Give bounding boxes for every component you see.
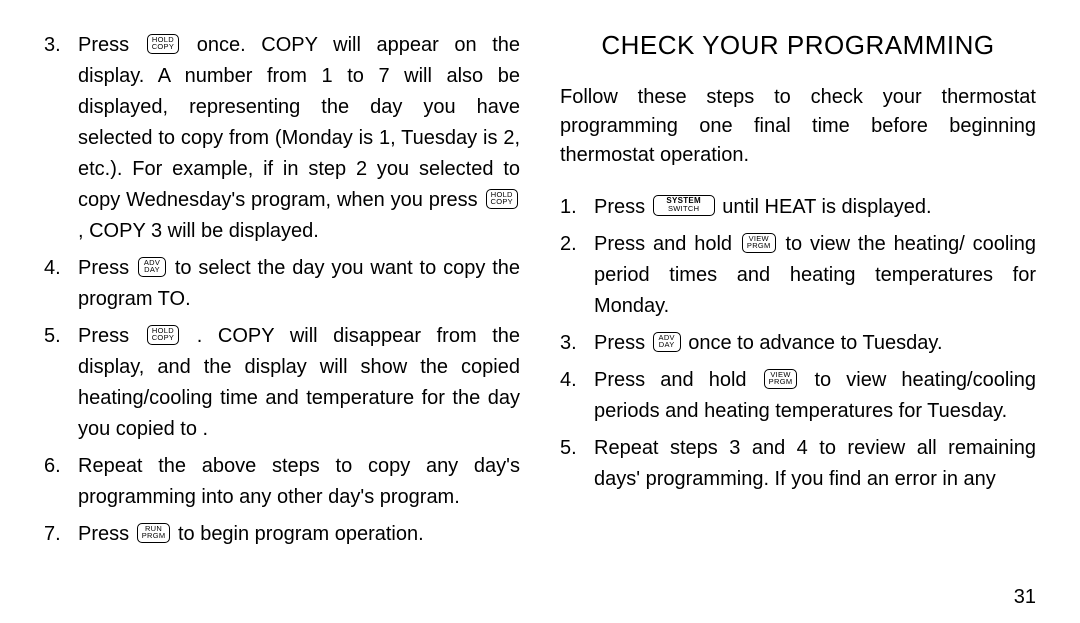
section-intro: Follow these steps to check your thermos… bbox=[560, 83, 1036, 170]
right-step-2: 2. Press and hold VIEW PRGM to view the … bbox=[560, 229, 1036, 322]
step-body: Press and hold VIEW PRGM to view the hea… bbox=[594, 229, 1036, 322]
hold-copy-button-icon: HOLD COPY bbox=[147, 34, 179, 54]
step-text: once. COPY will appear on the display. A… bbox=[78, 34, 520, 211]
button-line2: COPY bbox=[152, 43, 174, 51]
step-text: until HEAT is displayed. bbox=[722, 196, 931, 218]
step-number: 3. bbox=[560, 328, 594, 359]
view-prgm-button-icon: VIEW PRGM bbox=[764, 369, 798, 389]
step-number: 6. bbox=[44, 451, 78, 513]
left-step-5: 5. Press HOLD COPY . COPY will disappear… bbox=[44, 321, 520, 445]
button-line2: COPY bbox=[491, 198, 513, 206]
button-line2: DAY bbox=[144, 266, 160, 274]
step-body: Press ADV DAY to select the day you want… bbox=[78, 253, 520, 315]
step-body: Press ADV DAY once to advance to Tuesday… bbox=[594, 328, 1036, 359]
manual-page: 3. Press HOLD COPY once. COPY will appea… bbox=[0, 0, 1080, 623]
right-step-4: 4. Press and hold VIEW PRGM to view heat… bbox=[560, 365, 1036, 427]
left-step-4: 4. Press ADV DAY to select the day you w… bbox=[44, 253, 520, 315]
step-text: to begin program operation. bbox=[178, 523, 424, 545]
step-number: 5. bbox=[44, 321, 78, 445]
button-line2: PRGM bbox=[769, 378, 793, 386]
right-steps-list: 1. Press SYSTEM SWITCH until HEAT is dis… bbox=[560, 192, 1036, 495]
step-text: Press and hold bbox=[594, 369, 762, 391]
hold-copy-button-icon: HOLD COPY bbox=[486, 189, 518, 209]
step-text: Press bbox=[78, 34, 145, 56]
step-body: Press RUN PRGM to begin program operatio… bbox=[78, 519, 520, 550]
left-column: 3. Press HOLD COPY once. COPY will appea… bbox=[44, 30, 540, 603]
step-text: Press bbox=[78, 523, 135, 545]
adv-day-button-icon: ADV DAY bbox=[653, 332, 681, 352]
left-step-3: 3. Press HOLD COPY once. COPY will appea… bbox=[44, 30, 520, 247]
step-body: Press HOLD COPY once. COPY will appear o… bbox=[78, 30, 520, 247]
system-switch-button-icon: SYSTEM SWITCH bbox=[653, 195, 715, 216]
step-number: 7. bbox=[44, 519, 78, 550]
step-body: Repeat steps 3 and 4 to review all remai… bbox=[594, 433, 1036, 495]
button-line2: PRGM bbox=[747, 242, 771, 250]
right-step-1: 1. Press SYSTEM SWITCH until HEAT is dis… bbox=[560, 192, 1036, 223]
button-line2: DAY bbox=[659, 341, 675, 349]
step-text: , COPY 3 will be displayed. bbox=[78, 220, 319, 242]
step-body: Press SYSTEM SWITCH until HEAT is displa… bbox=[594, 192, 1036, 223]
step-text: Press and hold bbox=[594, 233, 740, 255]
step-number: 4. bbox=[44, 253, 78, 315]
button-line2: SWITCH bbox=[668, 205, 699, 213]
step-number: 4. bbox=[560, 365, 594, 427]
step-body: Repeat the above steps to copy any day's… bbox=[78, 451, 520, 513]
left-steps-list: 3. Press HOLD COPY once. COPY will appea… bbox=[44, 30, 520, 550]
right-column: CHECK YOUR PROGRAMMING Follow these step… bbox=[540, 30, 1036, 603]
button-line2: PRGM bbox=[142, 532, 166, 540]
section-heading: CHECK YOUR PROGRAMMING bbox=[560, 30, 1036, 61]
step-text: Repeat steps 3 and 4 to review all remai… bbox=[594, 437, 1036, 490]
step-number: 1. bbox=[560, 192, 594, 223]
right-step-5: 5. Repeat steps 3 and 4 to review all re… bbox=[560, 433, 1036, 495]
view-prgm-button-icon: VIEW PRGM bbox=[742, 233, 776, 253]
step-text: once to advance to Tuesday. bbox=[688, 332, 942, 354]
step-text: Press bbox=[594, 196, 651, 218]
step-number: 2. bbox=[560, 229, 594, 322]
hold-copy-button-icon: HOLD COPY bbox=[147, 325, 179, 345]
left-step-6: 6. Repeat the above steps to copy any da… bbox=[44, 451, 520, 513]
step-number: 5. bbox=[560, 433, 594, 495]
step-text: Repeat the above steps to copy any day's… bbox=[78, 455, 520, 508]
adv-day-button-icon: ADV DAY bbox=[138, 257, 166, 277]
step-body: Press and hold VIEW PRGM to view heating… bbox=[594, 365, 1036, 427]
step-body: Press HOLD COPY . COPY will disappear fr… bbox=[78, 321, 520, 445]
button-line2: COPY bbox=[152, 334, 174, 342]
step-text: Press bbox=[78, 257, 136, 279]
step-number: 3. bbox=[44, 30, 78, 247]
page-number: 31 bbox=[1014, 586, 1036, 609]
run-prgm-button-icon: RUN PRGM bbox=[137, 523, 171, 543]
step-text: Press bbox=[594, 332, 651, 354]
right-step-3: 3. Press ADV DAY once to advance to Tues… bbox=[560, 328, 1036, 359]
step-text: Press bbox=[78, 325, 145, 347]
left-step-7: 7. Press RUN PRGM to begin program opera… bbox=[44, 519, 520, 550]
